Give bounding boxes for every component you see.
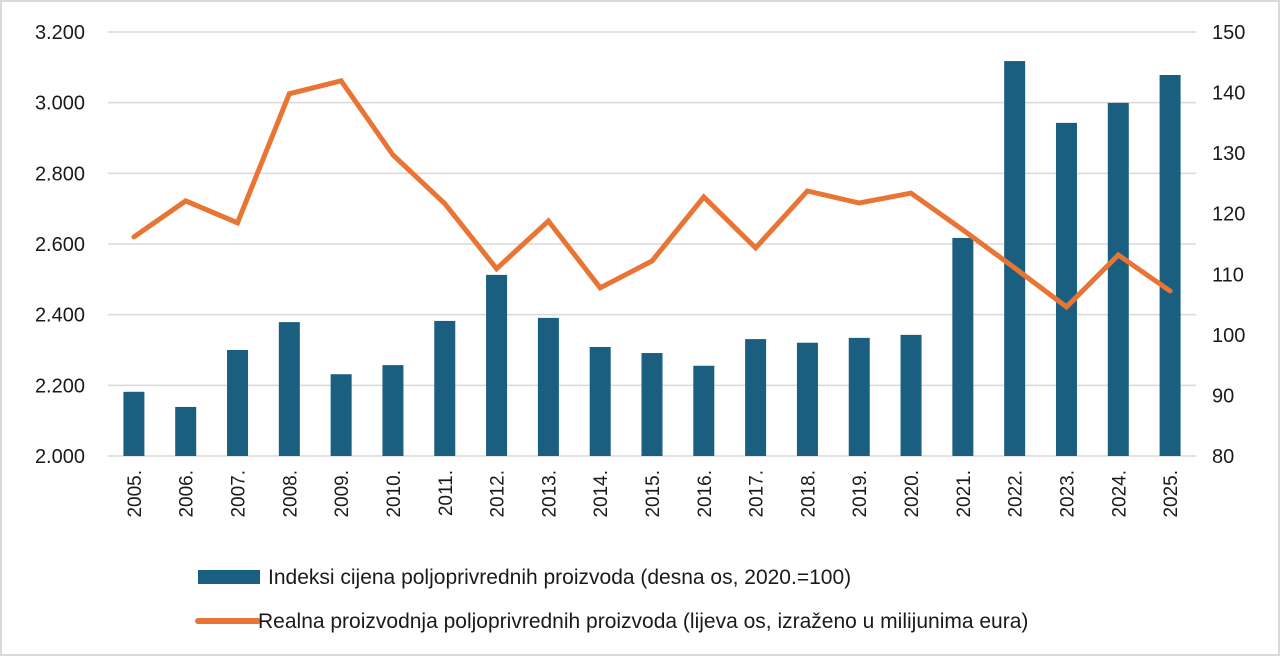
x-tick-label: 2017. [747,470,768,518]
x-tick-label: 2018. [798,470,819,518]
x-tick-label: 2008. [280,470,301,518]
bar [589,346,611,456]
legend-line-label: Realna proizvodnja poljoprivrednih proiz… [258,610,1028,633]
bar [1107,102,1129,457]
bar [175,406,197,456]
x-tick-label: 2023. [1057,470,1078,518]
bar [1159,75,1181,457]
bar [745,339,767,456]
legend-bar-label: Indeksi cijena poljoprivrednih proizvoda… [268,566,851,589]
x-tick-label: 2005. [125,470,146,518]
bar [1004,61,1026,457]
x-tick-label: 2022. [1006,470,1027,518]
right-tick-label: 150 [1212,22,1245,44]
bar [123,391,145,456]
left-tick-label: 2.200 [35,375,85,397]
right-tick-label: 110 [1212,264,1244,286]
right-tick-label: 80 [1212,446,1234,468]
left-tick-label: 2.400 [35,305,85,327]
x-axis: 2005. 2006. 2007. 2008. 2009. 2010. 2011. 2012.… [125,470,1182,518]
bar [330,374,352,456]
legend-item-bars: Indeksi cijena poljoprivrednih proizvoda… [198,566,851,589]
left-tick-label: 2.000 [35,446,85,468]
right-tick-label: 140 [1212,83,1245,105]
x-tick-label: 2016. [695,470,716,518]
left-axis: 2.000 2.200 2.400 2.600 2.800 3.000 3.200 [35,22,85,468]
line-series [131,77,1173,311]
legend-bar-swatch [198,570,260,584]
bar [1055,122,1077,456]
bar [900,334,922,456]
right-tick-label: 130 [1212,143,1245,165]
x-tick-label: 2011. [436,470,457,516]
bar [693,365,715,456]
x-tick-label: 2024. [1109,470,1130,518]
x-tick-label: 2014. [591,470,612,518]
left-tick-label: 2.600 [35,234,85,256]
x-tick-label: 2025. [1161,470,1182,518]
bar [952,237,974,456]
right-tick-label: 120 [1212,204,1245,226]
x-tick-label: 2006. [177,470,198,518]
bar [434,320,456,456]
bar [848,337,870,456]
bar [796,342,818,456]
x-tick-label: 2007. [229,470,250,518]
legend-item-line: Realna proizvodnja poljoprivrednih proiz… [195,610,1028,633]
x-tick-label: 2015. [643,470,664,518]
legend: Indeksi cijena poljoprivrednih proizvoda… [195,566,1028,633]
x-tick-label: 2013. [539,470,560,518]
bar [537,317,559,456]
x-tick-label: 2010. [384,470,405,518]
bar [486,274,508,456]
right-axis: 80 90 100 110 120 130 140 150 [1212,22,1245,468]
left-tick-label: 3.000 [35,93,85,115]
left-tick-label: 2.800 [35,163,85,185]
x-tick-label: 2019. [850,470,871,518]
bar [278,322,300,456]
bar-series [123,61,1181,457]
right-tick-label: 100 [1212,325,1245,347]
right-tick-label: 90 [1212,385,1234,407]
x-tick-label: 2009. [332,470,353,518]
bar [382,365,404,456]
bar [227,350,249,456]
x-tick-label: 2012. [488,470,509,518]
left-tick-label: 3.200 [35,22,85,44]
x-tick-label: 2021. [954,470,975,518]
x-tick-label: 2020. [902,470,923,518]
bar [641,353,663,456]
